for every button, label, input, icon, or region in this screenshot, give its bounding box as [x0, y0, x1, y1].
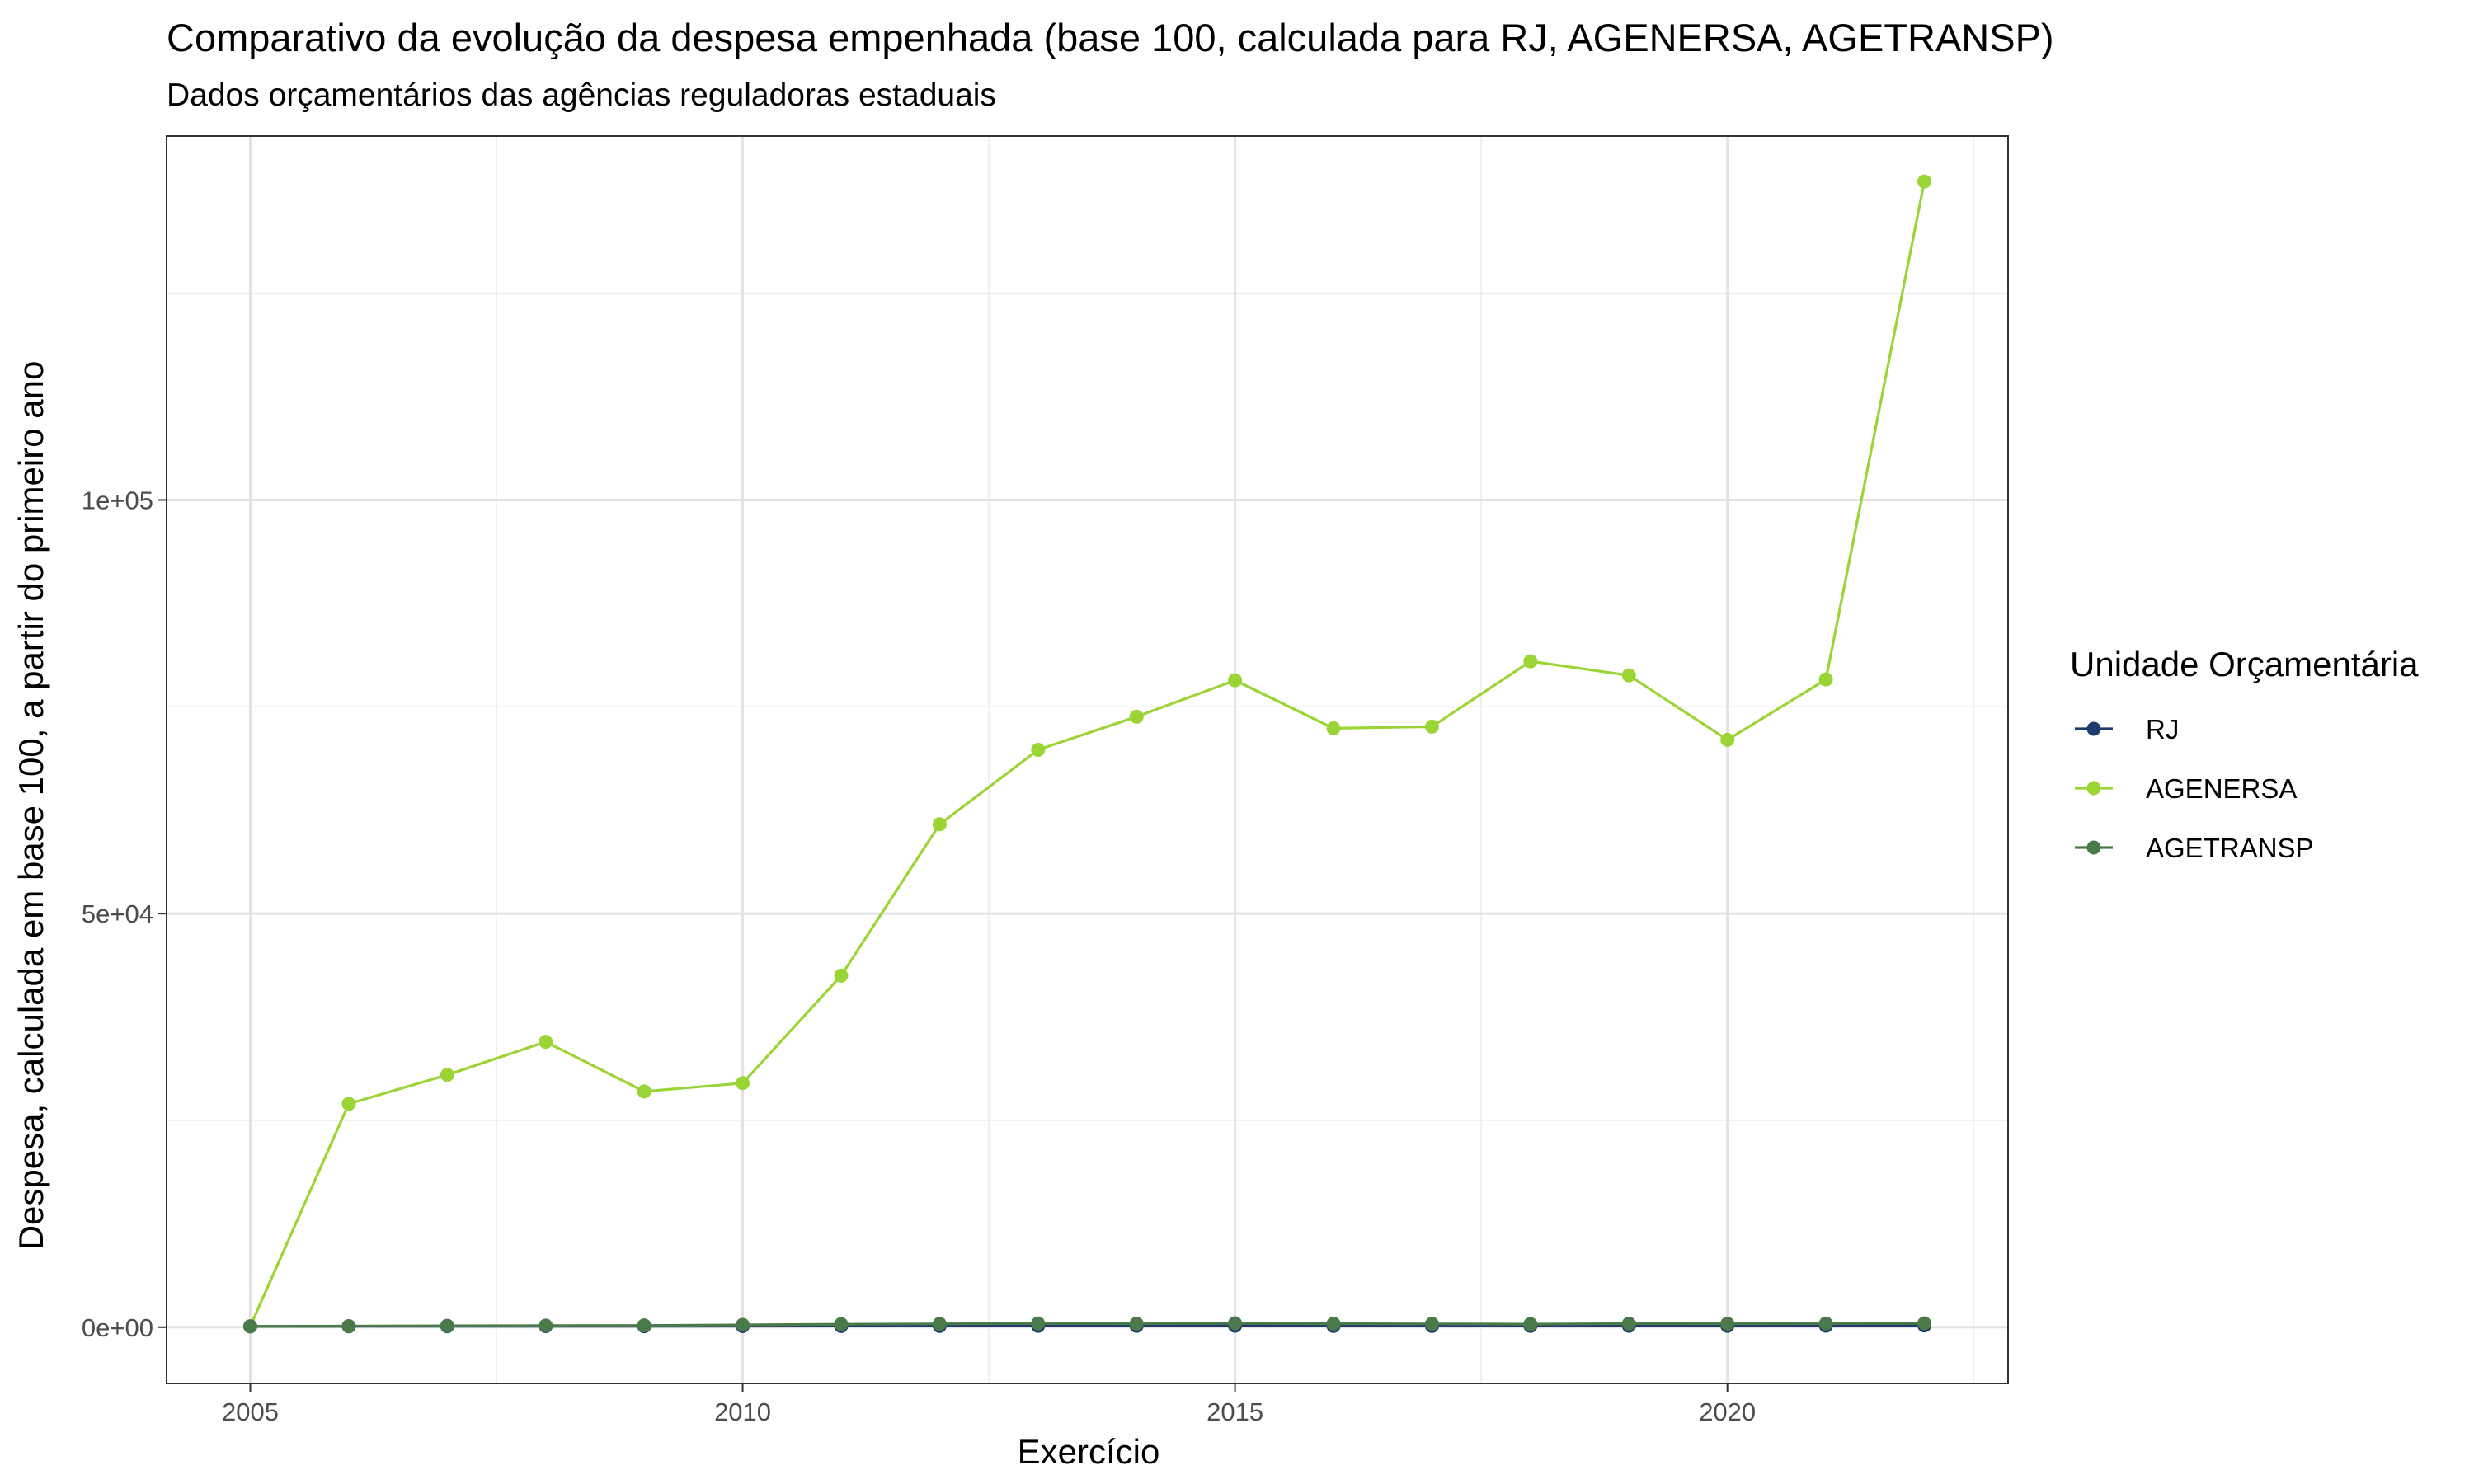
data-point-agenersa [932, 817, 947, 832]
data-point-agetransp [1228, 1316, 1243, 1331]
data-point-agetransp [1031, 1316, 1046, 1331]
data-point-agenersa [736, 1076, 750, 1091]
x-axis: 2005 2010 2015 2020 [222, 1383, 1756, 1426]
data-point-agenersa [834, 968, 849, 983]
data-point-agetransp [1818, 1316, 1833, 1331]
data-point-agetransp [1424, 1317, 1439, 1331]
data-point-agetransp [440, 1318, 454, 1333]
legend-item-rj: RJ [2075, 714, 2179, 744]
data-point-agetransp [1523, 1317, 1538, 1331]
legend-key-point [2086, 781, 2101, 796]
data-point-agetransp [1326, 1317, 1341, 1331]
x-axis-title: Exercício [1018, 1432, 1160, 1471]
data-point-agenersa [1424, 719, 1439, 734]
data-point-agetransp [932, 1317, 947, 1331]
data-point-agenersa [1818, 672, 1833, 687]
series-agenersa [243, 174, 1931, 1334]
data-point-agenersa [1917, 174, 1931, 189]
plot-background [167, 136, 2008, 1383]
data-point-agetransp [1129, 1316, 1144, 1331]
data-point-agenersa [1720, 732, 1735, 747]
y-tick-label: 1e+05 [82, 486, 153, 514]
data-point-agenersa [1621, 668, 1636, 683]
y-axis-title: Despesa, calculada em base 100, a partir… [12, 361, 50, 1251]
data-point-agenersa [440, 1068, 454, 1082]
data-point-agetransp [1621, 1316, 1636, 1331]
legend-items: RJ AGENERSA AGETRANSP [2075, 714, 2314, 863]
legend-key-point [2086, 721, 2101, 736]
plot-area [167, 136, 2008, 1383]
legend-key-point [2086, 840, 2101, 855]
legend-label-rj: RJ [2146, 714, 2179, 744]
data-point-agenersa [1129, 709, 1144, 724]
data-point-agenersa [1523, 654, 1538, 669]
y-tick-label: 0e+00 [82, 1313, 153, 1342]
data-point-agetransp [243, 1319, 257, 1334]
legend-title: Unidade Orçamentária [2070, 645, 2419, 683]
data-point-agetransp [539, 1318, 553, 1333]
x-tick-label: 2015 [1206, 1397, 1263, 1426]
legend-item-agenersa: AGENERSA [2075, 773, 2297, 804]
data-point-agenersa [1031, 742, 1046, 757]
data-point-agetransp [1720, 1317, 1735, 1331]
series-line-agenersa [249, 181, 1926, 1327]
data-point-agenersa [1228, 673, 1243, 688]
x-tick-label: 2010 [714, 1397, 771, 1426]
chart-title: Comparativo da evolução da despesa empen… [167, 16, 2054, 59]
data-point-agenersa [637, 1084, 651, 1099]
y-tick-label: 5e+04 [82, 899, 153, 928]
legend: Unidade Orçamentária RJ AGENERSA AGETRANSP [2070, 645, 2419, 863]
legend-item-agetransp: AGETRANSP [2075, 833, 2314, 863]
data-point-agetransp [1917, 1316, 1931, 1331]
x-tick-label: 2020 [1699, 1397, 1756, 1426]
data-point-agenersa [539, 1035, 553, 1050]
y-axis: 0e+00 5e+04 1e+05 [82, 486, 167, 1342]
series-line-agetransp [250, 1322, 1925, 1328]
data-point-agetransp [736, 1317, 750, 1332]
legend-label-agenersa: AGENERSA [2146, 773, 2297, 804]
data-point-agenersa [341, 1097, 356, 1111]
data-point-agetransp [637, 1318, 651, 1333]
data-point-agenersa [1326, 721, 1341, 735]
data-point-agetransp [834, 1317, 849, 1331]
data-point-agetransp [341, 1318, 356, 1333]
series-agetransp [243, 1316, 1931, 1334]
series-layer [243, 174, 1931, 1334]
chart-subtitle: Dados orçamentários das agências regulad… [167, 77, 996, 113]
legend-label-agetransp: AGETRANSP [2146, 833, 2314, 863]
x-tick-label: 2005 [222, 1397, 279, 1426]
plot-border [166, 135, 2009, 1384]
